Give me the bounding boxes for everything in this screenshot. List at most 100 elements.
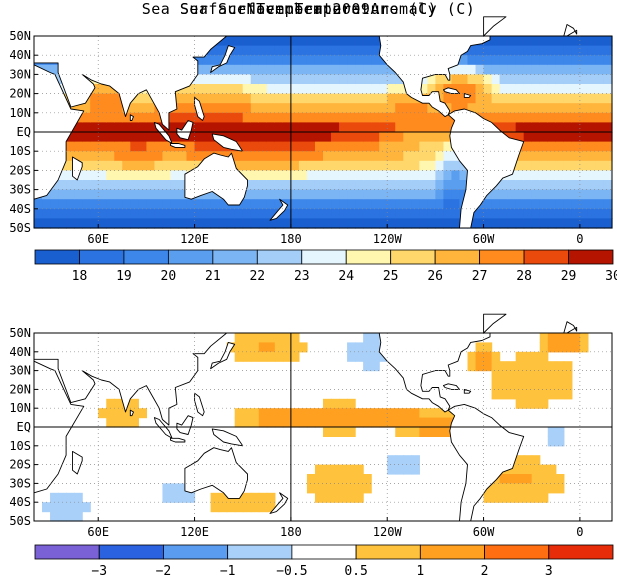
lon-label: 60W bbox=[473, 525, 495, 539]
lat-label: 20S bbox=[9, 163, 31, 177]
land-japan bbox=[210, 45, 236, 73]
land-srilanka bbox=[129, 409, 134, 417]
colorbar-label: 23 bbox=[294, 269, 310, 284]
lat-label: 50S bbox=[9, 221, 31, 235]
land-southamerica bbox=[447, 108, 525, 229]
colorbar-label: 0.5 bbox=[344, 564, 367, 575]
figure-title: November 2009 bbox=[246, 0, 371, 18]
anomaly-map-land bbox=[33, 313, 578, 522]
colorbar-swatch bbox=[390, 249, 436, 265]
colorbar-label: 24 bbox=[338, 269, 354, 284]
lat-label: 10S bbox=[9, 439, 31, 453]
sst-map: 50N 40N 30N 20N 10N EQ 10S 20S 30S 40S 50S 60E 120E 1… bbox=[9, 16, 617, 284]
colorbar-swatch bbox=[523, 249, 569, 265]
colorbar-label: 20 bbox=[161, 269, 177, 284]
lon-label: 60E bbox=[87, 525, 109, 539]
anomaly-map: 50N 40N 30N 20N 10N EQ 10S 20S 30S 40S 50S 60E 120E 1… bbox=[9, 313, 614, 575]
colorbar-swatch bbox=[34, 249, 80, 265]
land-uk bbox=[563, 321, 578, 334]
anomaly-map-field bbox=[42, 333, 589, 522]
land-greenland bbox=[483, 313, 507, 334]
land-cuba bbox=[442, 87, 460, 95]
lon-label: 120W bbox=[373, 525, 403, 539]
land-borneo bbox=[176, 120, 194, 141]
land-northamerica bbox=[314, 332, 491, 413]
colorbar-swatch bbox=[34, 544, 100, 560]
land-northamerica bbox=[314, 35, 491, 118]
land-srilanka bbox=[129, 114, 134, 121]
lon-label: 120E bbox=[180, 525, 209, 539]
colorbar-label: 19 bbox=[116, 269, 132, 284]
colorbar-swatch bbox=[167, 249, 214, 265]
colorbar-label: −1 bbox=[220, 564, 236, 575]
land-australia bbox=[184, 447, 248, 499]
lon-label: 0 bbox=[576, 232, 583, 246]
colorbar-label: −3 bbox=[91, 564, 107, 575]
lat-label: 40S bbox=[9, 202, 31, 216]
anomaly-map-colorbar: −3 −2 −1 −0.5 0.5 1 2 3 bbox=[34, 544, 614, 575]
land-cuba bbox=[442, 383, 460, 390]
lat-label: 30S bbox=[9, 183, 31, 197]
colorbar-label: 18 bbox=[72, 269, 88, 284]
lat-label: 10N bbox=[9, 401, 31, 415]
land-philippines bbox=[194, 96, 205, 121]
lat-label: 30N bbox=[9, 364, 31, 378]
land-borneo bbox=[176, 415, 194, 435]
colorbar-swatch bbox=[568, 249, 614, 265]
colorbar-swatch bbox=[123, 249, 169, 265]
colorbar-label: −2 bbox=[156, 564, 172, 575]
land-greenland bbox=[483, 16, 507, 37]
lat-label: 20N bbox=[9, 87, 31, 101]
land-hispaniola bbox=[463, 388, 472, 394]
sst-map-title: Sea Surface Temperature (C) bbox=[179, 0, 438, 18]
colorbar-swatch bbox=[79, 249, 125, 265]
lat-label: 10N bbox=[9, 106, 31, 120]
anomaly-map-gridlines bbox=[34, 333, 612, 521]
land-madagascar bbox=[72, 156, 83, 181]
colorbar-swatch bbox=[479, 249, 525, 265]
colorbar-swatch bbox=[163, 544, 229, 560]
lat-label: 50N bbox=[9, 29, 31, 43]
land-newguinea bbox=[211, 133, 244, 152]
colorbar-swatch bbox=[98, 544, 164, 560]
land-madagascar bbox=[72, 450, 83, 475]
land-philippines bbox=[194, 392, 205, 417]
lon-label: 120W bbox=[373, 232, 403, 246]
colorbar-swatch bbox=[419, 544, 485, 560]
lat-label: EQ bbox=[17, 420, 31, 434]
colorbar-label: 2 bbox=[481, 564, 489, 575]
land-java bbox=[170, 437, 186, 443]
colorbar-label: 30 bbox=[605, 269, 617, 284]
colorbar-label: 28 bbox=[516, 269, 532, 284]
sst-map-colorbar: 18 19 20 21 22 23 24 25 26 27 28 29 30 bbox=[34, 249, 617, 284]
lon-label: 60W bbox=[473, 232, 495, 246]
colorbar-label: 27 bbox=[472, 269, 488, 284]
lon-label: 180 bbox=[280, 525, 302, 539]
lat-label: 40N bbox=[9, 48, 31, 62]
colorbar-swatch bbox=[212, 249, 258, 265]
land-uk bbox=[563, 24, 578, 37]
colorbar-label: 21 bbox=[205, 269, 221, 284]
land-southamerica bbox=[447, 403, 525, 522]
lat-label: 50N bbox=[9, 326, 31, 340]
colorbar-swatch bbox=[345, 249, 392, 265]
land-japan bbox=[210, 341, 236, 370]
land-java bbox=[170, 143, 186, 148]
land-newguinea bbox=[211, 428, 244, 447]
anomaly-map-title: Sea Surface Temperature Anomaly (C) bbox=[141, 0, 476, 18]
colorbar-label: 25 bbox=[383, 269, 399, 284]
land-australia bbox=[184, 152, 248, 206]
colorbar-label: −0.5 bbox=[276, 564, 307, 575]
lat-label: 10S bbox=[9, 144, 31, 158]
colorbar-swatch bbox=[484, 544, 550, 560]
lat-label: EQ bbox=[17, 125, 31, 139]
colorbar-swatch bbox=[227, 544, 293, 560]
lon-label: 180 bbox=[280, 232, 302, 246]
colorbar-label: 22 bbox=[249, 269, 265, 284]
colorbar-swatch bbox=[301, 249, 347, 265]
lon-label: 60E bbox=[87, 232, 109, 246]
colorbar-swatch bbox=[434, 249, 481, 265]
land-newzealand bbox=[269, 492, 289, 514]
lat-label: 20S bbox=[9, 458, 31, 472]
